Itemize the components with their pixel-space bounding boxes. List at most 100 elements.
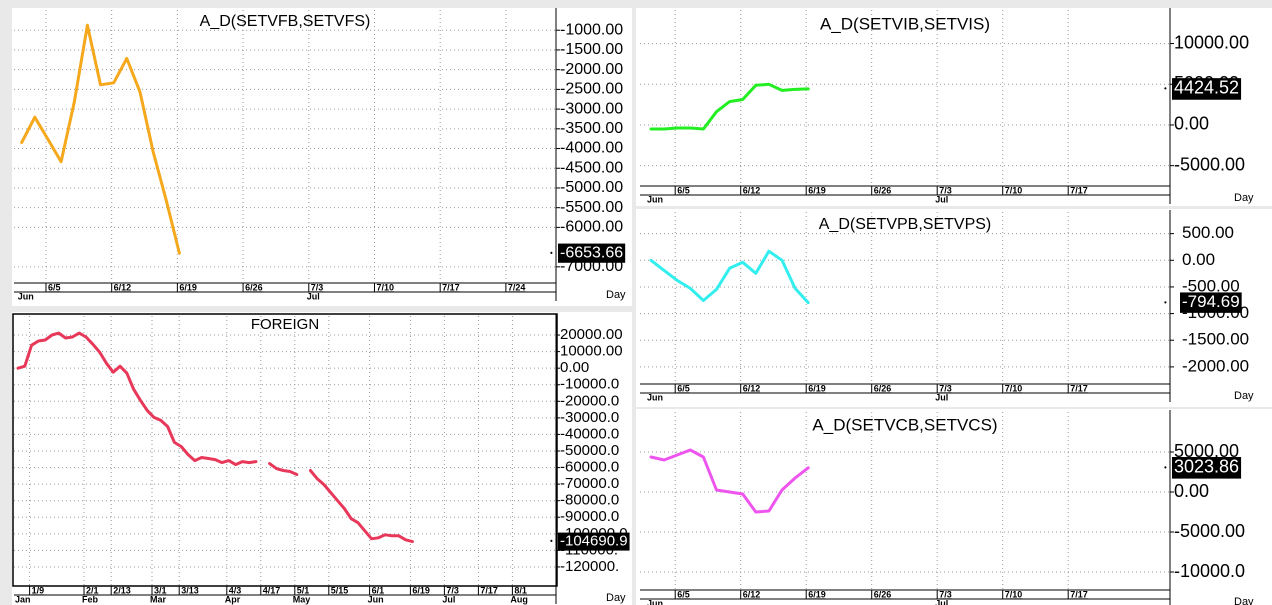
month-label: Jun bbox=[18, 291, 34, 301]
x-tick-label: 5/15 bbox=[331, 585, 349, 595]
y-tick-label: -4500.00 bbox=[560, 159, 623, 176]
y-tick-label: -500.00 bbox=[1182, 276, 1240, 295]
x-tick-label: 7/17 bbox=[1070, 383, 1088, 393]
x-tick-label: 3/13 bbox=[181, 585, 199, 595]
month-label: Feb bbox=[82, 594, 99, 604]
panel-background bbox=[636, 8, 1272, 206]
month-label: Jul bbox=[935, 598, 948, 605]
x-tick-label: 6/19 bbox=[179, 282, 197, 292]
x-tick-label: 7/3 bbox=[446, 585, 459, 595]
panel-background bbox=[12, 312, 632, 605]
y-tick-label: -70000.0 bbox=[560, 475, 619, 492]
value-label: 4424.52 bbox=[1174, 78, 1239, 98]
y-tick-label: -1000.00 bbox=[560, 21, 623, 38]
x-tick-label: 6/12 bbox=[114, 282, 132, 292]
panel-background bbox=[636, 409, 1272, 605]
x-tick-label: 7/10 bbox=[1005, 185, 1023, 195]
x-tick-label: 6/5 bbox=[677, 589, 690, 599]
data-line bbox=[649, 448, 810, 514]
y-tick-label: 0.00 bbox=[1174, 114, 1209, 134]
y-tick-label: -2000.00 bbox=[560, 61, 623, 78]
chart-panel: 10000.005000.000.00-5000.006/56/126/196/… bbox=[636, 8, 1272, 206]
x-tick-label: 6/12 bbox=[743, 185, 761, 195]
y-tick-label: -10000.0 bbox=[1174, 561, 1245, 581]
x-tick-label: 6/12 bbox=[743, 383, 761, 393]
y-tick-label: -2000.00 bbox=[1182, 356, 1249, 375]
x-tick-label: 7/3 bbox=[939, 589, 952, 599]
x-tick-label: 5/1 bbox=[297, 585, 310, 595]
value-pointer: • bbox=[1164, 84, 1167, 93]
x-tick-label: 6/19 bbox=[808, 383, 826, 393]
x-tick-label: 7/17 bbox=[480, 585, 498, 595]
x-axis-label: Day bbox=[1234, 596, 1254, 605]
value-pointer: • bbox=[550, 248, 553, 257]
x-tick-label: 6/5 bbox=[677, 185, 690, 195]
x-tick-label: 6/26 bbox=[874, 185, 892, 195]
value-label-box bbox=[558, 243, 626, 263]
y-tick-label: -50000.0 bbox=[560, 442, 619, 459]
x-tick-label: 6/19 bbox=[808, 185, 826, 195]
x-tick-label: 6/5 bbox=[677, 383, 690, 393]
x-tick-label: 2/13 bbox=[113, 585, 131, 595]
y-tick-label: -5000.00 bbox=[560, 179, 623, 196]
data-line bbox=[649, 249, 810, 305]
x-tick-label: 7/17 bbox=[1070, 185, 1088, 195]
y-tick-label: -5500.00 bbox=[560, 199, 623, 216]
y-tick-label: -3500.00 bbox=[560, 120, 623, 137]
panel-background bbox=[12, 8, 632, 306]
x-tick-label: 7/3 bbox=[311, 282, 324, 292]
value-label-box bbox=[1172, 78, 1242, 100]
x-tick-label: 6/5 bbox=[48, 282, 61, 292]
x-tick-label: 7/10 bbox=[376, 282, 394, 292]
value-pointer: • bbox=[1164, 463, 1167, 472]
y-tick-label: 0.00 bbox=[1182, 250, 1215, 269]
x-tick-label: 8/1 bbox=[514, 585, 527, 595]
x-tick-label: 6/12 bbox=[743, 589, 761, 599]
y-tick-label: 10000.00 bbox=[1174, 32, 1249, 52]
chart-panel: 500.000.00-500.00-1000.00-1500.00-2000.0… bbox=[636, 209, 1272, 407]
x-tick-label: 1/9 bbox=[32, 585, 45, 595]
value-label-box bbox=[1180, 292, 1242, 313]
month-label: Jul bbox=[935, 194, 948, 204]
value-label: -6653.66 bbox=[560, 244, 623, 261]
x-tick-label: 7/3 bbox=[939, 185, 952, 195]
x-tick-label: 4/3 bbox=[229, 585, 242, 595]
x-tick-label: 7/10 bbox=[1005, 589, 1023, 599]
month-label: Jan bbox=[15, 594, 31, 604]
chart-panel: 5000.00 0.00 -5000.00 -10000.0 6/5 6/12 6/19 6/… bbox=[636, 409, 1272, 605]
chart-title: A_D(SETVIB,SETVIS) bbox=[820, 14, 990, 33]
chart-panel: 20000.0010000.000.00-10000.0-20000.0-300… bbox=[12, 312, 632, 605]
panel-background bbox=[636, 209, 1272, 407]
month-label: Jul bbox=[442, 594, 455, 604]
month-label: Jul bbox=[935, 392, 948, 402]
value-label: -104690.9 bbox=[560, 533, 628, 550]
value-label: -794.69 bbox=[1182, 292, 1240, 311]
y-tick-label: 500.00 bbox=[1182, 223, 1234, 242]
month-label: Jun bbox=[647, 194, 663, 204]
month-label: Apr bbox=[225, 594, 241, 604]
y-tick-label: -40000.0 bbox=[560, 425, 619, 442]
x-tick-label: 4/17 bbox=[263, 585, 281, 595]
y-tick-label: -3000.00 bbox=[560, 100, 623, 117]
y-tick-label: 5000.00 bbox=[1174, 441, 1239, 461]
y-tick-label: -90000.0 bbox=[560, 508, 619, 525]
data-line bbox=[16, 331, 414, 544]
x-tick-label: 7/17 bbox=[442, 282, 460, 292]
y-tick-label: -1500.00 bbox=[1182, 330, 1249, 349]
value-label-box bbox=[558, 532, 630, 551]
y-tick-label: -4000.00 bbox=[560, 140, 623, 157]
chart-title: A_D(SETVCB,SETVCS) bbox=[812, 415, 997, 434]
x-tick-label: 6/26 bbox=[874, 383, 892, 393]
y-tick-label: -30000.0 bbox=[560, 409, 619, 426]
y-tick-label: -2500.00 bbox=[560, 81, 623, 98]
chart-title: A_D(SETVPB,SETVPS) bbox=[819, 216, 992, 233]
y-tick-label: -80000.0 bbox=[560, 492, 619, 509]
y-tick-label: -10000.0 bbox=[560, 376, 619, 393]
x-tick-label: 7/17 bbox=[1070, 589, 1088, 599]
month-label: May bbox=[293, 594, 311, 604]
month-label: Jul bbox=[307, 291, 320, 301]
x-tick-label: 6/19 bbox=[412, 585, 430, 595]
y-tick-label: -20000.0 bbox=[560, 392, 619, 409]
x-tick-label: 7/10 bbox=[1005, 383, 1023, 393]
y-tick-label: -5000.00 bbox=[1174, 521, 1245, 541]
